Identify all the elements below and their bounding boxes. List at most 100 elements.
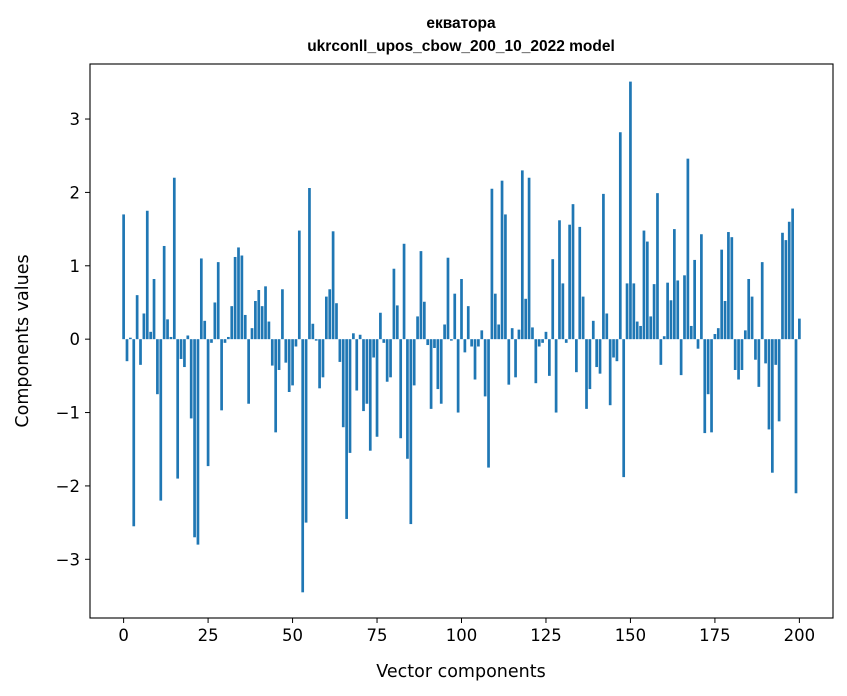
y-tick-label: −2	[56, 477, 80, 496]
bar	[156, 339, 159, 395]
bar	[267, 321, 271, 340]
bar	[537, 339, 541, 347]
bar	[632, 283, 636, 340]
bar	[402, 243, 406, 340]
bar	[456, 339, 460, 413]
bar	[700, 234, 703, 340]
bar	[534, 339, 538, 384]
y-axis-ticks: −3 −2 −1 0 1 2 3	[56, 110, 90, 569]
x-tick-label: 75	[367, 626, 388, 645]
bar	[139, 339, 142, 365]
bar	[649, 316, 653, 340]
bar	[237, 247, 240, 340]
bar	[544, 331, 548, 340]
y-tick-label: −3	[56, 550, 80, 569]
bar	[318, 339, 321, 389]
bar	[642, 230, 646, 340]
x-tick-label: 100	[446, 626, 478, 645]
bar	[564, 339, 568, 343]
bar	[426, 339, 430, 346]
bar	[314, 339, 318, 341]
x-axis-ticks: 0 25 50 75 100 125 150 175 200	[118, 618, 815, 645]
bar	[409, 339, 413, 525]
bar	[760, 262, 764, 340]
bar	[483, 339, 487, 397]
bar	[392, 268, 396, 340]
bar	[669, 300, 673, 340]
bar	[189, 339, 193, 419]
bar	[172, 177, 176, 340]
bar	[264, 286, 267, 340]
bar	[781, 232, 784, 340]
bar	[520, 170, 524, 340]
bar	[429, 339, 433, 409]
bar	[135, 295, 139, 340]
bar	[254, 301, 257, 340]
bar	[297, 230, 301, 340]
bar	[473, 339, 477, 380]
bar	[352, 333, 355, 340]
bar	[220, 339, 223, 411]
bar	[406, 339, 409, 459]
bar	[287, 339, 291, 392]
bar	[341, 339, 345, 428]
bar	[203, 320, 207, 340]
bar	[230, 306, 234, 340]
bar	[639, 325, 642, 340]
bar	[703, 339, 707, 434]
bar	[277, 339, 281, 370]
bar	[439, 339, 443, 404]
bar	[338, 339, 342, 362]
bar	[770, 339, 774, 473]
bar	[578, 226, 582, 340]
y-tick-label: 3	[70, 110, 81, 129]
bar	[656, 193, 659, 340]
bar	[169, 336, 173, 340]
x-axis-label: Vector components	[376, 662, 545, 682]
bar	[591, 320, 595, 340]
bar	[683, 275, 686, 340]
bar	[450, 339, 453, 341]
bar	[713, 334, 717, 340]
bar	[422, 301, 426, 340]
bar	[618, 132, 622, 340]
bar	[355, 339, 359, 391]
bar	[514, 339, 517, 378]
bar	[531, 327, 534, 340]
bar	[487, 339, 490, 468]
bar	[291, 339, 294, 386]
bar	[233, 256, 237, 340]
x-tick-label: 200	[784, 626, 816, 645]
y-axis-label: Components values	[13, 254, 33, 427]
bar	[335, 303, 338, 340]
bar	[477, 339, 480, 347]
bar	[436, 339, 440, 390]
bar	[470, 339, 473, 347]
bar	[176, 339, 180, 479]
x-tick-label: 150	[615, 626, 647, 645]
bar	[460, 278, 463, 340]
bar	[791, 208, 794, 340]
bar	[504, 214, 507, 340]
bar	[608, 339, 612, 406]
bar	[227, 336, 230, 340]
x-tick-label: 25	[198, 626, 219, 645]
bar	[541, 339, 544, 343]
bar	[598, 339, 602, 374]
bar	[679, 339, 683, 376]
bar	[416, 316, 419, 340]
bar	[689, 325, 693, 340]
bar	[747, 278, 751, 340]
bar	[206, 339, 210, 467]
bar	[737, 339, 740, 380]
bar	[723, 301, 727, 340]
bar	[696, 339, 700, 349]
bar	[764, 339, 767, 364]
bar	[493, 293, 497, 340]
bar	[551, 259, 555, 340]
bar	[372, 339, 376, 358]
bar	[382, 339, 386, 343]
bar	[588, 339, 592, 390]
bar	[659, 339, 663, 365]
